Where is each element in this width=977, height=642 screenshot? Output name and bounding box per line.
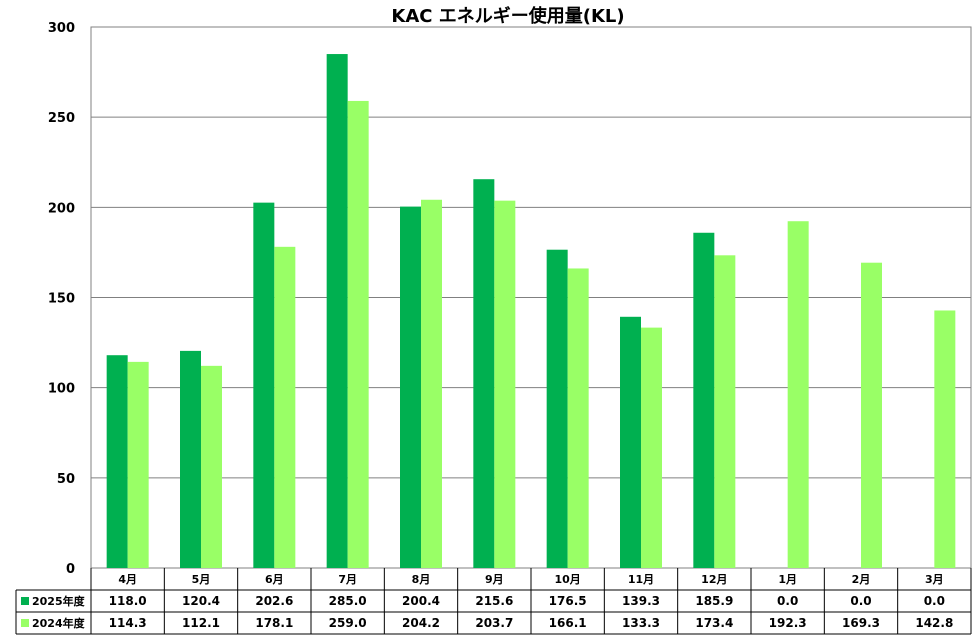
data-label: 0.0 [924, 594, 945, 608]
data-table: 4月 5月 6月 7月 8月 9月 10月 11月 12月 1月 2月 3月 2025年度 118.0 12… [15, 568, 972, 635]
data-label: 0.0 [850, 594, 871, 608]
bar-series2 [274, 246, 296, 568]
x-tick-label: 3月 [925, 573, 944, 586]
bar-series1 [326, 54, 348, 569]
bar-series2 [641, 327, 662, 568]
bar-series1 [400, 206, 421, 568]
legend-label: 2025年度 [32, 594, 86, 608]
x-tick-label: 9月 [485, 573, 504, 586]
data-label: 202.6 [255, 594, 293, 608]
chart-title: KAC エネルギー使用量(KL) [391, 5, 624, 27]
x-tick-label: 11月 [628, 573, 654, 586]
data-label: 200.4 [402, 594, 440, 608]
legend-swatch [21, 619, 29, 627]
y-tick-label: 0 [66, 562, 75, 577]
bar-series2 [127, 361, 149, 568]
data-label: 142.8 [915, 616, 953, 630]
bar-series1 [546, 249, 568, 568]
y-tick-label: 150 [48, 292, 75, 307]
data-label: 173.4 [695, 616, 733, 630]
bar-series2 [714, 255, 736, 568]
bar-series1 [620, 316, 641, 568]
y-axis-ticks: 0 50 100 150 200 250 300 [48, 21, 75, 577]
x-tick-label: 8月 [412, 573, 431, 586]
x-tick-label: 7月 [338, 573, 357, 586]
gridlines [90, 26, 972, 569]
x-tick-label: 1月 [778, 573, 797, 586]
data-label: 114.3 [109, 616, 147, 630]
data-label: 169.3 [842, 616, 880, 630]
bar-series2 [861, 262, 882, 568]
bar-series1 [106, 355, 128, 568]
y-tick-label: 300 [48, 21, 75, 36]
data-label: 185.9 [695, 594, 733, 608]
data-label: 203.7 [475, 616, 513, 630]
bar-series2 [421, 199, 442, 568]
bars [106, 54, 956, 569]
x-tick-label: 2月 [852, 573, 871, 586]
legend-swatch [21, 597, 29, 605]
data-label: 133.3 [622, 616, 660, 630]
bar-series1 [473, 179, 495, 568]
data-label: 178.1 [255, 616, 293, 630]
data-label: 139.3 [622, 594, 660, 608]
data-label: 120.4 [182, 594, 220, 608]
y-tick-label: 50 [57, 472, 75, 487]
bar-series1 [693, 232, 715, 569]
y-tick-label: 200 [48, 201, 75, 216]
data-label: 166.1 [549, 616, 587, 630]
data-label: 176.5 [549, 594, 587, 608]
data-label: 215.6 [475, 594, 513, 608]
x-tick-label: 4月 [118, 573, 137, 586]
bar-series2 [494, 200, 516, 568]
bar-series1 [253, 202, 275, 569]
bar-series2 [934, 310, 956, 568]
bar-series2 [787, 221, 809, 568]
x-tick-label: 10月 [555, 573, 581, 586]
y-tick-label: 250 [48, 111, 75, 126]
data-label: 118.0 [109, 594, 147, 608]
bar-series2 [347, 100, 369, 568]
y-tick-label: 100 [48, 382, 75, 397]
data-label: 285.0 [329, 594, 367, 608]
data-label: 0.0 [777, 594, 798, 608]
bar-series2 [567, 268, 589, 568]
data-label: 259.0 [329, 616, 367, 630]
bar-series1 [180, 350, 201, 568]
x-tick-label: 6月 [265, 573, 284, 586]
x-tick-label: 5月 [192, 573, 211, 586]
data-label: 192.3 [769, 616, 807, 630]
x-tick-label: 12月 [701, 573, 727, 586]
data-label: 112.1 [182, 616, 220, 630]
data-label: 204.2 [402, 616, 440, 630]
legend-label: 2024年度 [32, 616, 86, 630]
bar-series2 [201, 365, 222, 568]
